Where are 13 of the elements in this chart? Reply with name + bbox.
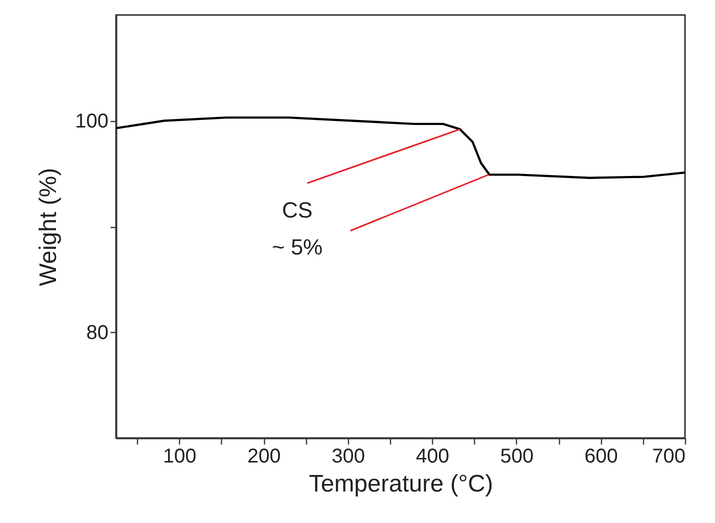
line-series [114, 116, 686, 179]
x-tick-label: 600 [584, 446, 618, 468]
x-tick-label: 700 [652, 446, 686, 468]
annotation: CS [282, 198, 313, 223]
x-tick-label: 100 [163, 446, 196, 468]
x-tick-label: 500 [500, 446, 534, 468]
y-axis-title: Weight (%) [35, 168, 62, 286]
y-tick-label: 80 [86, 322, 108, 344]
annotation: ~ 5% [272, 234, 323, 260]
x-tick-label: 300 [332, 446, 365, 468]
x-tick-label: 400 [416, 446, 450, 468]
x-axis-title: Temperature (°C) [308, 470, 494, 498]
x-tick-label: 200 [247, 446, 281, 468]
